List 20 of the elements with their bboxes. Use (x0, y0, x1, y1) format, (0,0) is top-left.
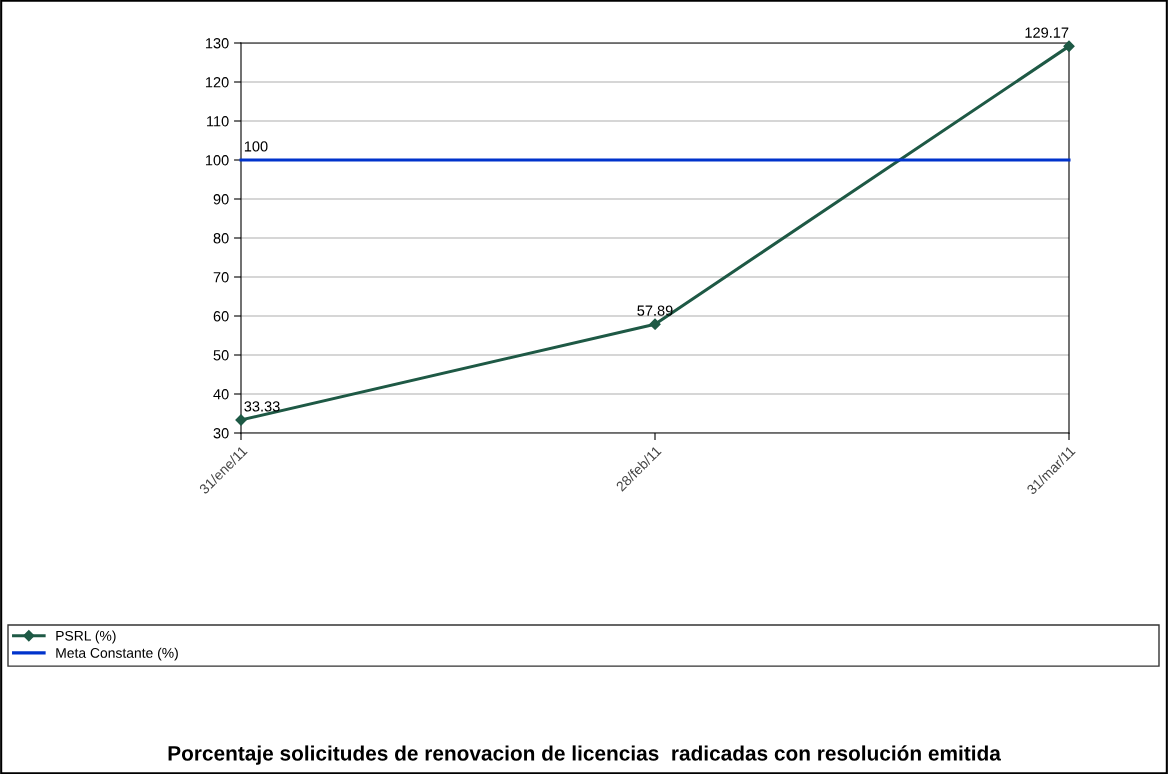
data-label: 33.33 (244, 401, 280, 412)
data-label: 100 (244, 141, 268, 152)
legend-label: PSRL (%) (56, 630, 116, 644)
y-tick-label: 40 (213, 389, 229, 400)
y-tick-label: 80 (213, 233, 229, 244)
y-tick-label: 70 (213, 272, 229, 283)
y-tick-label: 90 (213, 194, 229, 205)
legend-label: Meta Constante (%) (56, 647, 178, 661)
data-label: 129.17 (1025, 27, 1069, 38)
point (1063, 40, 1075, 52)
point (649, 318, 661, 330)
text: Porcentaje solicitudes de renovacion de licencias radicadas con resolución emitida (168, 745, 1001, 765)
y-tick-label: 110 (207, 116, 229, 127)
data-label: 57.89 (637, 305, 673, 316)
y-tick-label: 30 (213, 428, 229, 439)
y-tick-label: 60 (213, 311, 229, 322)
y-tick-label: 50 (213, 350, 229, 361)
y-tick-label: 130 (205, 38, 229, 49)
y-tick-label: 120 (205, 77, 229, 88)
y-tick-label: 100 (205, 155, 229, 166)
